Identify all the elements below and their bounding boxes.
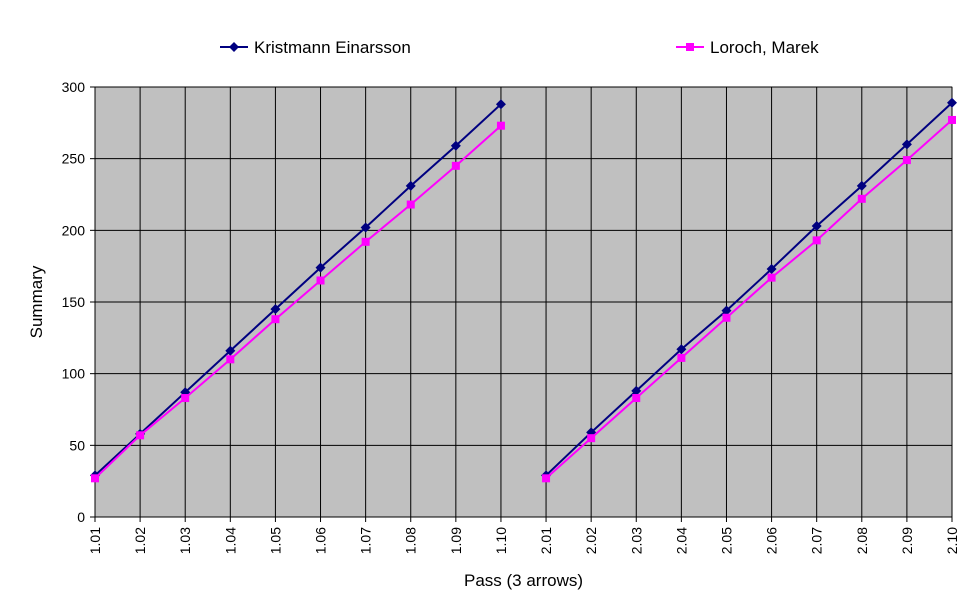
x-tick-label: 2.01 <box>538 527 554 554</box>
x-tick-label: 1.07 <box>358 527 374 554</box>
data-point <box>902 156 911 165</box>
data-point <box>856 180 867 191</box>
data-point <box>451 161 460 170</box>
legend-item: Kristmann Einarsson <box>220 38 411 57</box>
x-tick-label: 2.06 <box>764 527 780 554</box>
x-axis-title: Pass (3 arrows) <box>464 571 583 590</box>
data-point <box>811 221 822 232</box>
y-tick-label: 0 <box>77 509 85 525</box>
series-2 <box>91 115 956 483</box>
y-tick-label: 300 <box>62 79 86 95</box>
data-point <box>948 115 956 124</box>
data-point <box>406 200 415 209</box>
x-tick-label: 2.08 <box>854 527 870 554</box>
x-tick-label: 1.09 <box>448 527 464 554</box>
x-tick-label: 2.05 <box>718 527 734 554</box>
grid-lines <box>90 86 953 522</box>
data-point <box>542 474 551 483</box>
legend-item: Loroch, Marek <box>676 38 819 57</box>
data-point <box>496 121 505 130</box>
x-tick-label: 2.10 <box>944 527 960 554</box>
x-tick-label: 1.03 <box>177 527 193 554</box>
y-tick-label: 150 <box>62 294 86 310</box>
y-tick-label: 100 <box>62 366 86 382</box>
x-tick-label: 1.01 <box>87 527 103 554</box>
data-point <box>316 276 325 285</box>
data-point <box>361 237 370 246</box>
y-tick-label: 250 <box>62 151 86 167</box>
y-axis-title: Summary <box>27 265 46 338</box>
data-point <box>270 304 281 315</box>
legend-label: Loroch, Marek <box>710 38 819 57</box>
series-layer <box>90 97 957 483</box>
data-point <box>450 140 461 151</box>
data-point <box>632 394 641 403</box>
x-tick-label: 2.04 <box>673 527 689 554</box>
series-line <box>545 102 953 477</box>
data-point <box>181 394 190 403</box>
y-tick-label: 200 <box>62 222 86 238</box>
x-tick-label: 1.10 <box>493 527 509 554</box>
data-point <box>631 385 642 396</box>
data-point <box>766 264 777 275</box>
series-line <box>94 124 502 480</box>
y-axis: 0 50 100 150 200 250 300 <box>62 79 95 525</box>
x-tick-label: 1.08 <box>403 527 419 554</box>
x-tick-label: 2.09 <box>899 527 915 554</box>
data-point <box>901 139 912 150</box>
data-point <box>857 194 866 203</box>
x-tick-label: 1.06 <box>313 527 329 554</box>
data-point <box>812 236 821 245</box>
x-tick-label: 1.02 <box>132 527 148 554</box>
data-point <box>495 99 506 110</box>
x-tick-label: 2.02 <box>583 527 599 554</box>
data-point <box>677 353 686 362</box>
legend-marker <box>229 42 239 52</box>
data-point <box>225 345 236 356</box>
data-point <box>136 431 145 440</box>
data-point <box>722 313 731 322</box>
series-line <box>94 103 502 477</box>
series-line <box>545 119 953 480</box>
x-tick-label: 2.03 <box>628 527 644 554</box>
data-point <box>676 344 687 355</box>
legend: Kristmann Einarsson Loroch, Marek <box>220 38 819 57</box>
data-point <box>405 180 416 191</box>
data-point <box>360 222 371 233</box>
data-point <box>315 262 326 273</box>
data-point <box>226 355 235 364</box>
data-point <box>767 273 776 282</box>
data-point <box>271 315 280 324</box>
legend-label: Kristmann Einarsson <box>254 38 411 57</box>
y-tick-label: 50 <box>69 437 85 453</box>
legend-marker <box>686 43 694 51</box>
data-point <box>947 97 957 108</box>
data-point <box>91 474 99 483</box>
x-tick-label: 1.05 <box>267 527 283 554</box>
data-point <box>587 434 596 443</box>
x-tick-label: 2.07 <box>809 527 825 554</box>
x-axis: 1.01 1.02 1.03 1.04 1.05 1.06 1.07 1.08 1.09 1.10… <box>87 517 960 554</box>
x-tick-label: 1.04 <box>222 527 238 554</box>
data-point <box>721 305 732 316</box>
